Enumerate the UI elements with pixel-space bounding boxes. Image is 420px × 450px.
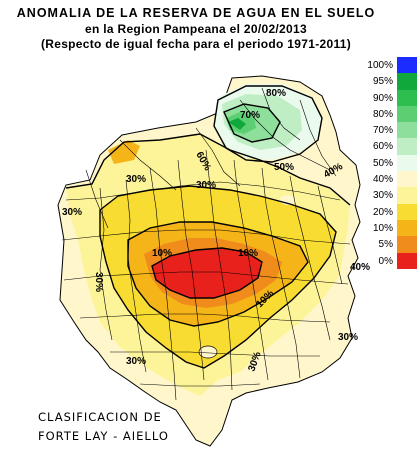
legend-swatch	[397, 73, 417, 90]
isoline-label: 80%	[266, 88, 286, 99]
legend-swatch	[397, 89, 417, 106]
isoline-label: 30%	[126, 356, 146, 367]
map-title: ANOMALIA DE LA RESERVA DE AGUA EN EL SUE…	[16, 6, 376, 20]
zone-90	[228, 118, 246, 130]
legend-label: 60%	[372, 141, 393, 153]
legend-item: 30%	[365, 187, 420, 204]
legend-item: 20%	[365, 203, 420, 220]
legend-swatch	[397, 203, 417, 220]
legend-label: 90%	[372, 92, 393, 104]
legend-label: 80%	[372, 108, 393, 120]
legend-swatch	[397, 154, 417, 172]
legend-label: 20%	[372, 206, 393, 218]
legend-label: 30%	[372, 190, 393, 202]
map-subtitle-period: (Respecto de igual fecha para el periodo…	[40, 37, 352, 51]
isoline-label: 40%	[350, 262, 370, 273]
legend-item: 50%	[365, 154, 420, 172]
legend-swatch	[397, 138, 417, 155]
legend-item: 90%	[365, 89, 420, 106]
legend-label: 50%	[372, 157, 393, 169]
map-subtitle-date: en la Region Pampeana el 20/02/2013	[85, 22, 307, 36]
isoline-label: 10%	[238, 248, 258, 259]
isoline-label: 50%	[274, 162, 294, 173]
legend-item: 60%	[365, 138, 420, 155]
legend-item: 10%	[365, 219, 420, 237]
legend-swatch	[397, 171, 417, 188]
credits-line2: FORTE LAY - AIELLO	[38, 429, 169, 443]
isoline-label: 30%	[196, 180, 216, 191]
legend-swatch	[397, 187, 417, 204]
legend-label: 100%	[367, 60, 393, 71]
legend-item: 70%	[365, 122, 420, 139]
legend-label: 95%	[372, 76, 393, 88]
legend-item: 100%	[365, 57, 420, 74]
credits-line1: CLASIFICACION DE	[38, 410, 162, 424]
isoline-label: 70%	[240, 110, 260, 121]
isoline-label: 10%	[152, 248, 172, 259]
isolines	[65, 85, 351, 369]
zone-10-north	[108, 140, 140, 164]
legend-label: 0%	[378, 255, 393, 267]
isoline-label: 30%	[126, 174, 146, 185]
legend-item: 0%	[365, 252, 420, 269]
legend-label: 10%	[372, 222, 393, 234]
legend-label: 5%	[378, 239, 393, 251]
legend-item: 40%	[365, 171, 420, 188]
legend-label: 70%	[372, 125, 393, 137]
legend: 100% 95% 90% 80% 70% 60% 50% 40% 30% 20% 10% 5% 0%	[365, 57, 420, 269]
zone-40-hole	[198, 345, 218, 359]
legend-swatch	[397, 57, 417, 74]
legend-item: 5%	[365, 236, 420, 253]
legend-swatch	[397, 105, 417, 123]
legend-swatch	[397, 122, 417, 139]
legend-item: 80%	[365, 105, 420, 123]
credits: CLASIFICACION DE FORTE LAY - AIELLO	[38, 408, 169, 446]
legend-label: 40%	[372, 174, 393, 186]
isoline-label: 30%	[338, 332, 358, 343]
isoline-label: 30%	[62, 207, 82, 218]
legend-swatch	[397, 252, 417, 269]
legend-item: 95%	[365, 73, 420, 90]
zone-0	[152, 248, 262, 298]
isoline-label: 30%	[93, 272, 104, 292]
legend-swatch	[397, 236, 417, 253]
legend-swatch	[397, 219, 417, 237]
department-boundaries	[61, 87, 351, 401]
